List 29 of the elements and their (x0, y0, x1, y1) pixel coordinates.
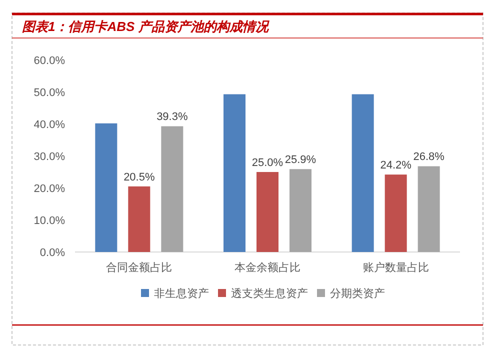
bar (256, 172, 278, 252)
chart-title: 图表1：信用卡ABS 产品资产池的构成情况 (22, 19, 270, 34)
bar (290, 169, 312, 252)
bar (161, 126, 184, 252)
x-tick-label: 账户数量占比 (362, 261, 429, 274)
data-label: 25.9% (284, 154, 316, 166)
y-tick-label: 20.0% (34, 183, 66, 195)
bar (224, 94, 246, 252)
y-tick-label: 30.0% (34, 151, 66, 163)
bar (95, 123, 118, 252)
x-tick-label: 合同金额占比 (106, 261, 172, 274)
y-tick-label: 10.0% (34, 215, 66, 227)
y-tick-label: 50.0% (34, 87, 66, 99)
y-tick-label: 0.0% (40, 247, 66, 259)
legend-label: 非生息资产 (154, 287, 209, 300)
y-tick-label: 60.0% (34, 55, 66, 67)
data-label: 39.3% (156, 111, 188, 124)
y-tick-label: 40.0% (34, 119, 66, 131)
legend-label: 分期类资产 (330, 287, 385, 300)
bar (384, 174, 407, 252)
data-label: 26.8% (413, 151, 445, 164)
data-label: 24.2% (380, 160, 412, 172)
x-tick-label: 本金余额占比 (234, 261, 300, 274)
bar (418, 166, 440, 252)
data-label: 25.0% (252, 157, 284, 169)
bar (352, 94, 374, 252)
legend-label: 透支类生息资产 (231, 287, 308, 300)
bar (128, 186, 150, 252)
data-label: 20.5% (124, 171, 155, 184)
